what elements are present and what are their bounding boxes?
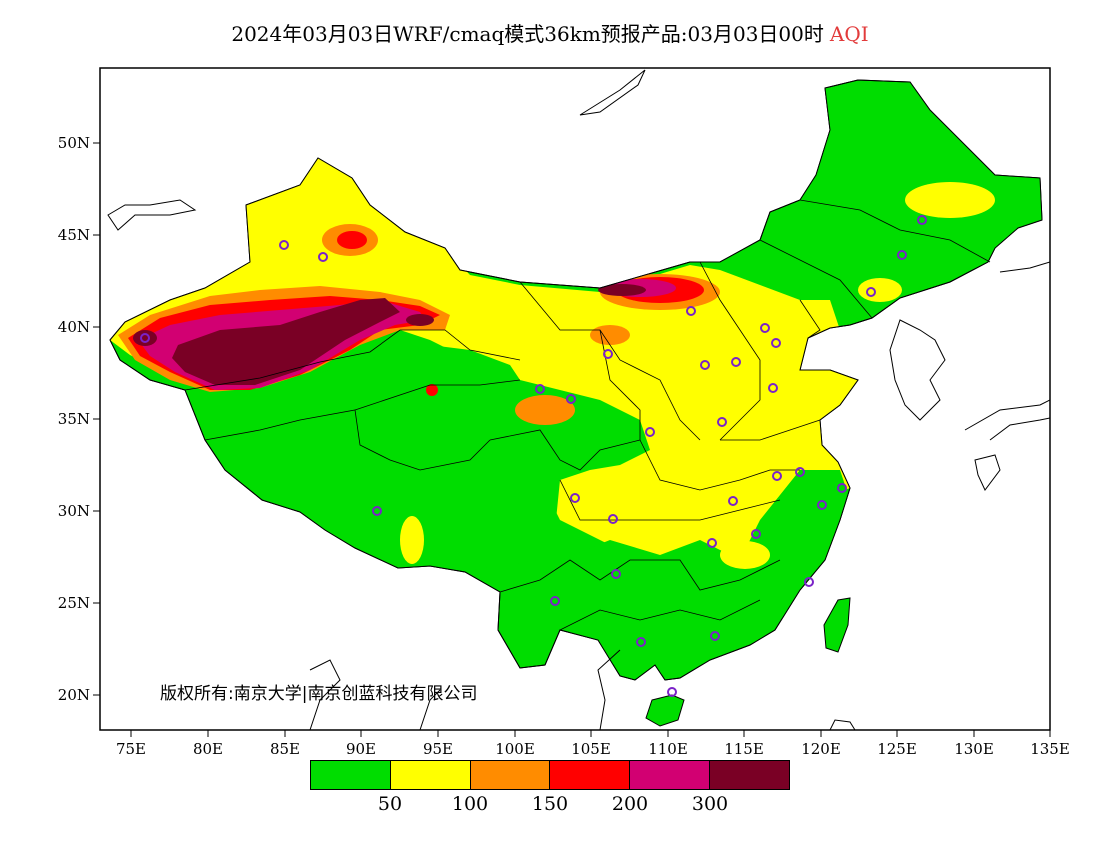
aqi-yellow-south: [720, 541, 770, 569]
city-marker: [768, 383, 778, 393]
city-marker: [603, 349, 613, 359]
title-variable: AQI: [829, 22, 869, 46]
city-marker: [728, 496, 738, 506]
legend-label: 50: [377, 793, 403, 815]
x-tick-label: 110E: [648, 740, 688, 758]
city-marker: [772, 471, 782, 481]
city-marker: [804, 577, 814, 587]
y-tick-label: 35N: [58, 410, 90, 428]
city-marker: [566, 394, 576, 404]
legend-swatch: [710, 761, 789, 789]
legend-swatch: [550, 761, 631, 789]
aqi-yellow-ne: [905, 182, 995, 218]
y-tick-label: 50N: [58, 134, 90, 152]
x-tick-label: 90E: [346, 740, 376, 758]
legend-swatch: [311, 761, 391, 789]
city-marker: [771, 338, 781, 348]
legend-label: 200: [611, 793, 649, 815]
y-tick-label: 40N: [58, 318, 90, 336]
aqi-maroon-tarim: [172, 298, 400, 385]
aqi-orange-gansu: [515, 395, 575, 425]
aqi-green-northeast: [700, 82, 1042, 320]
taiwan-region: [823, 597, 851, 653]
city-marker: [731, 357, 741, 367]
aqi-orange-ningxia: [590, 325, 630, 345]
city-marker: [866, 287, 876, 297]
city-marker: [837, 483, 847, 493]
city-marker: [550, 596, 560, 606]
x-tick-label: 75E: [116, 740, 146, 758]
legend-label: 100: [451, 793, 489, 815]
city-marker: [717, 417, 727, 427]
legend-swatch: [390, 761, 471, 789]
city-marker: [795, 467, 805, 477]
aqi-maroon-west: [133, 330, 157, 346]
x-axis-labels: 75E 80E 85E 90E 95E 100E 105E 110E 115E …: [116, 740, 1070, 758]
legend-swatch: [470, 761, 551, 789]
x-axis-ticks: [130, 730, 1051, 737]
color-legend: [310, 760, 790, 790]
x-tick-label: 125E: [877, 740, 917, 758]
x-tick-label: 85E: [270, 740, 300, 758]
y-tick-label: 30N: [58, 502, 90, 520]
aqi-maroon-innermongolia: [598, 284, 646, 296]
city-markers: [140, 215, 927, 697]
x-tick-label: 130E: [954, 740, 994, 758]
legend-label: 150: [531, 793, 569, 815]
aqi-yellow-zone: [110, 158, 858, 580]
map-title: 2024年03月03日WRF/cmaq模式36km预报产品:03月03日00时 A…: [0, 18, 1100, 47]
city-marker: [760, 323, 770, 333]
city-marker: [751, 529, 761, 539]
y-tick-label: 25N: [58, 594, 90, 612]
city-marker: [279, 240, 289, 250]
city-marker: [608, 514, 618, 524]
y-tick-label: 20N: [58, 686, 90, 704]
aqi-yellow-tibet: [400, 516, 424, 564]
city-marker: [645, 427, 655, 437]
city-marker: [817, 500, 827, 510]
city-marker: [897, 250, 907, 260]
title-text: 2024年03月03日WRF/cmaq模式36km预报产品:03月03日00时: [231, 22, 824, 46]
y-tick-label: 45N: [58, 226, 90, 244]
city-marker: [710, 631, 720, 641]
city-marker: [570, 493, 580, 503]
legend-swatch: [630, 761, 711, 789]
aqi-yellow-sichuan: [573, 478, 637, 522]
aqi-maroon-gansu: [406, 314, 434, 326]
x-tick-label: 120E: [801, 740, 841, 758]
province-boundaries: [184, 199, 991, 631]
x-tick-label: 95E: [423, 740, 453, 758]
city-marker: [700, 360, 710, 370]
copyright-text: 版权所有:南京大学|南京创蓝科技有限公司: [160, 684, 478, 704]
x-tick-label: 80E: [193, 740, 223, 758]
aqi-red-north-xj: [337, 231, 367, 249]
y-axis-ticks: [93, 142, 100, 696]
map-content: [107, 69, 1050, 730]
city-marker: [318, 252, 328, 262]
city-marker: [707, 538, 717, 548]
city-marker: [611, 569, 621, 579]
aqi-red-spot: [426, 384, 438, 396]
aqi-green-southeast: [555, 470, 850, 680]
city-marker: [535, 384, 545, 394]
legend-label: 300: [691, 793, 729, 815]
x-tick-label: 105E: [571, 740, 611, 758]
x-tick-label: 115E: [724, 740, 764, 758]
city-marker: [667, 687, 677, 697]
aqi-yellow-ne2: [858, 278, 902, 302]
x-tick-label: 135E: [1030, 740, 1070, 758]
y-axis-labels: 50N 45N 40N 35N 30N 25N 20N: [58, 134, 90, 704]
city-marker: [917, 215, 927, 225]
city-marker: [140, 333, 150, 343]
neighbor-coastlines: [107, 69, 1050, 730]
city-marker: [686, 306, 696, 316]
x-tick-label: 100E: [495, 740, 535, 758]
city-marker: [372, 506, 382, 516]
city-marker: [636, 637, 646, 647]
